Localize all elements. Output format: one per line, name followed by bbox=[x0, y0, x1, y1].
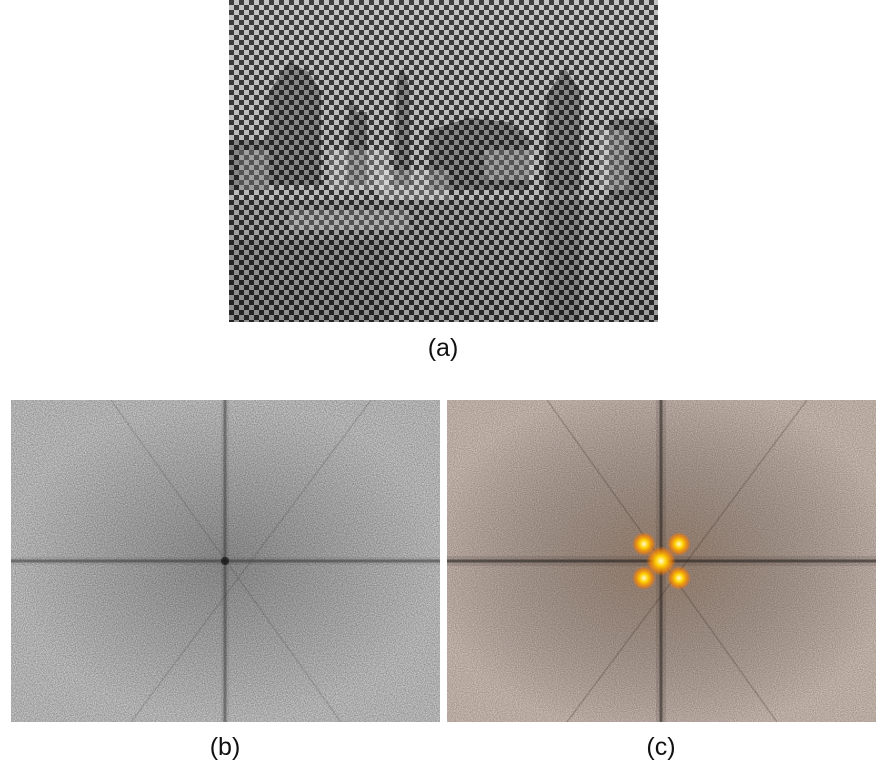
panel-c-caption: (c) bbox=[646, 733, 676, 761]
spectrum-gray bbox=[11, 400, 440, 722]
water-area bbox=[229, 200, 658, 322]
spectrum-panel-highlighted bbox=[447, 400, 876, 722]
spectrum-highlighted bbox=[447, 400, 876, 722]
building-highlights bbox=[239, 130, 629, 230]
spectrum-panel-gray bbox=[11, 400, 440, 722]
peak-top-left bbox=[632, 532, 656, 556]
halftone-image bbox=[229, 0, 658, 322]
skyline-silhouette bbox=[229, 62, 658, 200]
peak-top-right bbox=[667, 532, 691, 556]
halftone-image-panel bbox=[229, 0, 658, 322]
panel-a-caption: (a) bbox=[427, 334, 459, 362]
peak-bottom-left bbox=[632, 566, 656, 590]
panel-b-caption: (b) bbox=[209, 733, 241, 761]
highlighted-peaks bbox=[632, 532, 691, 590]
peak-center bbox=[646, 546, 676, 576]
peak-bottom-right bbox=[667, 566, 691, 590]
